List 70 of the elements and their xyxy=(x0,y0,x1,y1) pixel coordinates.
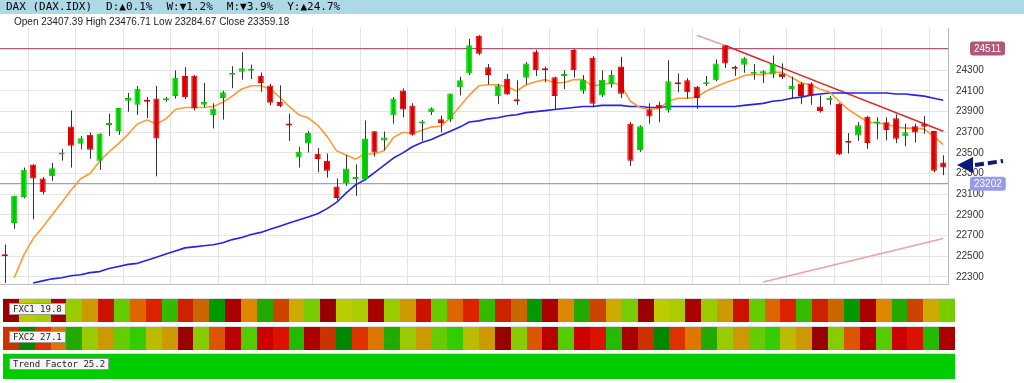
y-tick-label: 22900 xyxy=(956,208,985,220)
candlestick xyxy=(314,147,321,173)
y-tick-label: 22300 xyxy=(956,270,985,282)
y-tick-label: 23500 xyxy=(956,146,985,158)
ref-line-label: 24511 xyxy=(974,42,1002,54)
candlestick xyxy=(854,121,862,142)
candlestick xyxy=(172,69,179,100)
text: W:▼1.2% xyxy=(166,0,213,13)
candlestick xyxy=(504,73,511,96)
y-tick-label: 22700 xyxy=(956,229,985,241)
y-tick-label: 24100 xyxy=(956,84,985,96)
candlestick xyxy=(30,163,37,220)
candlestick xyxy=(257,71,264,93)
chart-subtitle: Open 23407.39 High 23476.71 Low 23284.67 Close 23359.18 xyxy=(14,16,290,27)
candlestick xyxy=(598,69,606,98)
candlestick xyxy=(399,87,406,118)
text: M:▼3.9% xyxy=(226,0,274,13)
candlestick xyxy=(115,107,122,136)
candlestick xyxy=(532,49,539,77)
text: D:▲0.1% xyxy=(106,0,153,13)
text: FXC1 19.8 xyxy=(9,303,66,315)
candlestick xyxy=(267,83,274,106)
candlestick xyxy=(390,96,397,125)
candlestick xyxy=(295,146,302,169)
y-tick-label: 22500 xyxy=(956,249,985,261)
y-tick-label: 24300 xyxy=(956,64,985,76)
candlestick xyxy=(684,77,691,100)
candlestick xyxy=(579,74,587,95)
candlestick xyxy=(219,90,226,121)
candlestick xyxy=(105,113,113,137)
candlestick xyxy=(940,154,947,176)
candlestick xyxy=(68,109,75,169)
candlestick xyxy=(342,154,350,187)
candlestick xyxy=(371,130,378,158)
text: Trend Factor 25.2 xyxy=(9,358,110,370)
candlestick xyxy=(238,51,245,81)
candlestick xyxy=(636,124,643,153)
chart-title: DAX (DAX.IDX) xyxy=(6,0,93,13)
candlestick xyxy=(712,58,719,82)
candlestick xyxy=(475,34,482,56)
candlestick xyxy=(181,66,188,100)
y-tick-label: 23900 xyxy=(956,105,985,117)
candlestick xyxy=(323,153,331,179)
candlestick xyxy=(892,113,899,144)
ref-line-label: 23202 xyxy=(974,177,1003,189)
candlestick xyxy=(494,83,501,105)
candlestick xyxy=(86,131,94,160)
candlestick xyxy=(560,69,568,90)
candlestick xyxy=(305,130,312,153)
text: Y:▲24.7% xyxy=(287,0,341,13)
y-tick-label: 23700 xyxy=(956,126,985,138)
candlestick xyxy=(570,48,577,79)
candlestick xyxy=(134,85,141,116)
candlestick xyxy=(807,81,814,106)
candlestick xyxy=(693,85,700,110)
candlestick xyxy=(788,76,795,99)
candlestick xyxy=(523,61,530,85)
candlestick xyxy=(797,81,805,105)
text: FXC2 27.1 xyxy=(9,331,66,343)
candlestick xyxy=(200,82,207,108)
candlestick xyxy=(883,116,890,141)
candlestick xyxy=(447,93,454,123)
candlestick xyxy=(551,76,558,111)
candlestick xyxy=(485,63,492,85)
candlestick xyxy=(769,55,776,79)
candlestick xyxy=(333,178,340,202)
candlestick xyxy=(456,76,463,96)
candlestick xyxy=(902,123,909,147)
candlestick xyxy=(655,101,662,123)
candlestick xyxy=(124,92,132,113)
